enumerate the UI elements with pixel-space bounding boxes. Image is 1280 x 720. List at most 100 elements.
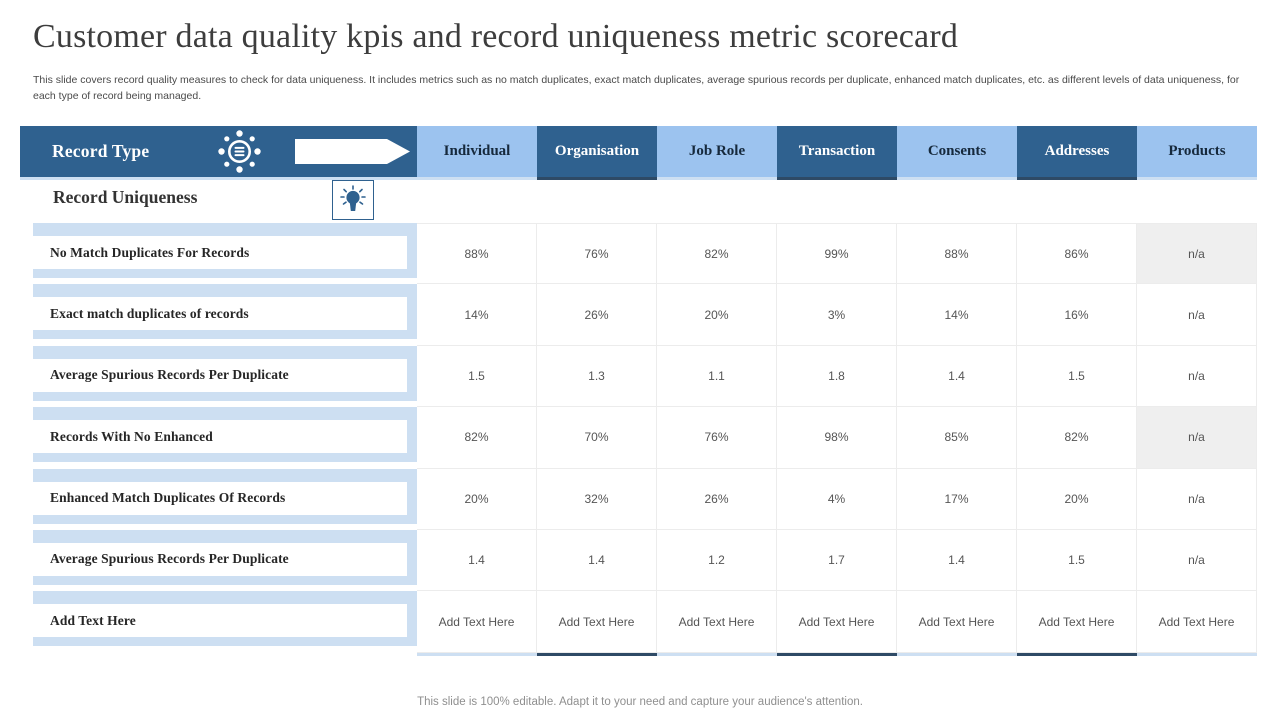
data-cell: 88% xyxy=(897,223,1017,285)
underline-segment xyxy=(537,177,657,180)
data-cell: 1.8 xyxy=(777,345,897,408)
data-cell: 82% xyxy=(417,407,537,469)
data-cell: 76% xyxy=(537,223,657,285)
record-type-label: Record Type xyxy=(52,141,150,161)
row-label: Records With No Enhanced xyxy=(33,420,407,454)
data-cell: 88% xyxy=(417,223,537,285)
arrow-right-icon xyxy=(295,139,410,164)
data-cell: 1.4 xyxy=(897,345,1017,408)
column-header-job-role: Job Role xyxy=(657,126,777,177)
underline-segment xyxy=(657,177,777,180)
data-cell: n/a xyxy=(1137,529,1257,592)
row-label-area: Average Spurious Records Per Duplicate xyxy=(20,529,417,591)
data-cell: 82% xyxy=(1017,407,1137,469)
table-row: Enhanced Match Duplicates Of Records 20% 3… xyxy=(20,468,1257,530)
add-text-placeholder[interactable]: Add Text Here xyxy=(777,591,897,653)
data-cell: 4% xyxy=(777,468,897,530)
column-underline xyxy=(897,653,1017,656)
data-cell: 82% xyxy=(657,223,777,285)
column-header-transaction: Transaction xyxy=(777,126,897,177)
column-underline xyxy=(1137,653,1257,656)
column-header-individual: Individual xyxy=(417,126,537,177)
data-cell: 1.4 xyxy=(897,529,1017,592)
row-label-placeholder[interactable]: Add Text Here xyxy=(33,604,407,638)
column-underline xyxy=(1017,653,1137,656)
column-underline xyxy=(537,653,657,656)
add-text-placeholder[interactable]: Add Text Here xyxy=(1017,591,1137,653)
lightbulb-icon xyxy=(332,180,374,220)
page-title: Customer data quality kpis and record un… xyxy=(33,18,959,55)
column-underline xyxy=(657,653,777,656)
data-cell: 99% xyxy=(777,223,897,285)
data-cell: 17% xyxy=(897,468,1017,530)
table-row: Average Spurious Records Per Duplicate 1.… xyxy=(20,529,1257,592)
data-hub-icon xyxy=(218,130,261,173)
add-text-placeholder[interactable]: Add Text Here xyxy=(537,591,657,653)
table-header-bar: Record Type Individual Organisation Job Ro… xyxy=(20,126,1257,177)
column-underline xyxy=(777,653,897,656)
add-text-placeholder[interactable]: Add Text Here xyxy=(657,591,777,653)
add-text-placeholder[interactable]: Add Text Here xyxy=(417,591,537,653)
data-cell: 20% xyxy=(1017,468,1137,530)
data-cell: n/a xyxy=(1137,345,1257,408)
table-row: Average Spurious Records Per Duplicate 1.… xyxy=(20,345,1257,408)
data-cell: 14% xyxy=(897,284,1017,346)
table-row: Exact match duplicates of records 14% 26% 2… xyxy=(20,284,1257,346)
data-cell: 76% xyxy=(657,407,777,469)
header-underline xyxy=(20,177,1257,180)
data-cell: n/a xyxy=(1137,223,1257,285)
slide-description: This slide covers record quality measure… xyxy=(33,74,1240,102)
underline-segment xyxy=(20,177,417,180)
data-cell: 1.5 xyxy=(417,345,537,408)
row-label-area: No Match Duplicates For Records xyxy=(20,223,417,284)
row-label-area: Enhanced Match Duplicates Of Records xyxy=(20,468,417,530)
add-text-placeholder[interactable]: Add Text Here xyxy=(1137,591,1257,653)
data-cell: 85% xyxy=(897,407,1017,469)
scorecard-rows: No Match Duplicates For Records 88% 76% 82%… xyxy=(20,223,1257,653)
data-cell: 1.4 xyxy=(417,529,537,592)
underline-segment xyxy=(1137,177,1257,180)
data-cell: 32% xyxy=(537,468,657,530)
data-cell: 26% xyxy=(657,468,777,530)
underline-segment xyxy=(777,177,897,180)
data-cell: n/a xyxy=(1137,468,1257,530)
data-cell: 98% xyxy=(777,407,897,469)
data-cell: 1.2 xyxy=(657,529,777,592)
column-header-organisation: Organisation xyxy=(537,126,657,177)
record-type-corner: Record Type xyxy=(20,126,417,177)
row-label-area: Average Spurious Records Per Duplicate xyxy=(20,345,417,407)
row-label-area: Add Text Here xyxy=(20,591,417,652)
add-text-placeholder[interactable]: Add Text Here xyxy=(897,591,1017,653)
column-headers: Individual Organisation Job Role Transactio… xyxy=(417,126,1257,177)
column-header-products: Products xyxy=(1137,126,1257,177)
underline-segment xyxy=(1017,177,1137,180)
data-cell: 86% xyxy=(1017,223,1137,285)
row-label-area: Records With No Enhanced xyxy=(20,407,417,468)
data-cell: 70% xyxy=(537,407,657,469)
data-cell: 1.5 xyxy=(1017,345,1137,408)
table-row: Records With No Enhanced 82% 70% 76% 98% 85% 8… xyxy=(20,407,1257,469)
underline-segment xyxy=(897,177,1017,180)
row-label-area: Exact match duplicates of records xyxy=(20,284,417,345)
data-cell: 3% xyxy=(777,284,897,346)
bottom-strip xyxy=(417,653,1257,656)
data-cell: 20% xyxy=(657,284,777,346)
row-label: No Match Duplicates For Records xyxy=(33,236,407,269)
section-row: Record Uniqueness xyxy=(20,180,1257,223)
data-cell: 14% xyxy=(417,284,537,346)
row-label: Exact match duplicates of records xyxy=(33,297,407,331)
data-cell: n/a xyxy=(1137,407,1257,469)
column-underline xyxy=(417,653,537,656)
row-label: Enhanced Match Duplicates Of Records xyxy=(33,481,407,515)
data-cell: n/a xyxy=(1137,284,1257,346)
data-cell: 1.5 xyxy=(1017,529,1137,592)
data-cell: 1.4 xyxy=(537,529,657,592)
table-row: No Match Duplicates For Records 88% 76% 82%… xyxy=(20,223,1257,285)
data-cell: 1.7 xyxy=(777,529,897,592)
column-header-consents: Consents xyxy=(897,126,1017,177)
data-cell: 16% xyxy=(1017,284,1137,346)
data-cell: 1.1 xyxy=(657,345,777,408)
column-header-addresses: Addresses xyxy=(1017,126,1137,177)
data-cell: 20% xyxy=(417,468,537,530)
